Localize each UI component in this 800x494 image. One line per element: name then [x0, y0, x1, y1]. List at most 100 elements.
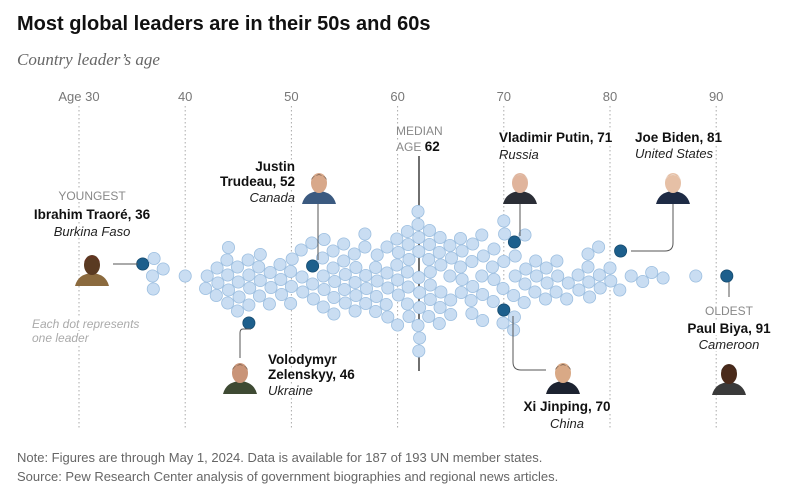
photo-biden: [656, 173, 690, 204]
leader-dot: [369, 289, 383, 303]
leader-dot: [359, 296, 373, 310]
leader-dot: [519, 262, 533, 276]
leader-dot: [636, 274, 650, 288]
leader-dot: [475, 269, 489, 283]
leader-dot: [381, 281, 395, 295]
leader-dot: [349, 288, 363, 302]
legend-note-line2: one leader: [32, 331, 90, 345]
leader-dot: [263, 265, 277, 279]
leader-dot: [252, 260, 266, 274]
leader-dot: [211, 276, 225, 290]
leader-dot: [359, 281, 373, 295]
dot-trudeau: [306, 259, 320, 273]
leader-dot: [317, 232, 331, 246]
leader-dot: [275, 287, 289, 301]
dot-zelensky: [242, 316, 256, 330]
x-tick-label: 50: [284, 89, 298, 104]
leader-dot: [507, 288, 521, 302]
leader-dot: [571, 268, 585, 282]
leader-dot: [145, 269, 159, 283]
leader-dot: [529, 254, 543, 268]
leader-dot: [433, 300, 447, 314]
leader-dot: [391, 273, 405, 287]
leader-dot: [518, 228, 532, 242]
leader-dot: [443, 269, 457, 283]
leader-dot: [572, 283, 586, 297]
leader-dot: [497, 214, 511, 228]
leader-dot: [337, 237, 351, 251]
leader-dot: [496, 281, 510, 295]
leader-dot: [411, 318, 425, 332]
leader-dot: [401, 280, 415, 294]
leader-dot: [146, 282, 160, 296]
x-tick-label: 90: [709, 89, 723, 104]
leader-dot: [444, 251, 458, 265]
leader-dot: [242, 298, 256, 312]
leader-dot: [316, 269, 330, 283]
traore-name: Ibrahim Traoré, 36: [34, 207, 151, 222]
leader-dot: [549, 285, 563, 299]
putin-country: Russia: [499, 147, 539, 162]
leader-dot: [390, 232, 404, 246]
zelensky-name: Zelenskyy, 46: [268, 367, 355, 382]
xi-country: China: [550, 416, 584, 431]
leader-dot: [262, 297, 276, 311]
leader-dot: [294, 243, 308, 257]
traore-country: Burkina Faso: [54, 224, 131, 239]
dot-biden: [614, 244, 628, 258]
leader-dot: [507, 310, 521, 324]
leader-dot: [274, 272, 288, 286]
leader-dot: [284, 264, 298, 278]
leader-dot: [423, 292, 437, 306]
leader-dot: [306, 277, 320, 291]
leader-dot: [380, 266, 394, 280]
leader-dot: [422, 223, 436, 237]
leader-dot: [422, 252, 436, 266]
chart-source: Source: Pew Research Center analysis of …: [17, 469, 558, 484]
leader-dot: [337, 282, 351, 296]
leader-dot: [412, 270, 426, 284]
leader-dot: [273, 257, 287, 271]
leader-dot: [508, 269, 522, 283]
leader-dot: [592, 268, 606, 282]
x-tick-label: Age 30: [58, 89, 99, 104]
leader-dot: [465, 254, 479, 268]
leader-dot: [486, 294, 500, 308]
leader-dot: [539, 261, 553, 275]
zelensky-country: Ukraine: [268, 383, 313, 398]
leader-line-biden: [631, 202, 674, 252]
photo-trudeau: [302, 173, 336, 204]
leader-dot: [592, 240, 606, 254]
leader-dot: [359, 268, 373, 282]
leader-dot: [518, 277, 532, 291]
leader-dot: [317, 282, 331, 296]
leader-dot: [253, 247, 267, 261]
leader-line-xi: [512, 316, 546, 371]
leader-dot: [241, 253, 255, 267]
leader-dot: [369, 260, 383, 274]
leader-dot: [230, 260, 244, 274]
leader-dot: [411, 217, 425, 231]
leader-dot: [476, 287, 490, 301]
zelensky-name-line1: Volodymyr: [268, 352, 338, 367]
leader-dot: [433, 230, 447, 244]
leader-dot: [413, 300, 427, 314]
leader-dot: [560, 292, 574, 306]
leader-dot: [551, 269, 565, 283]
leader-dot: [210, 261, 224, 275]
leader-dot: [232, 290, 246, 304]
leader-dot: [464, 293, 478, 307]
leader-dot: [349, 260, 363, 274]
x-tick-label: 40: [178, 89, 192, 104]
leader-dot: [487, 272, 501, 286]
leader-dot: [540, 276, 554, 290]
leader-dot: [466, 237, 480, 251]
leader-dot: [305, 236, 319, 250]
leader-dot: [381, 310, 395, 324]
leader-dot: [402, 252, 416, 266]
leader-dot: [316, 300, 330, 314]
leader-dot: [422, 237, 436, 251]
leader-dot: [252, 289, 266, 303]
leader-dot: [498, 227, 512, 241]
x-tick-label: 80: [603, 89, 617, 104]
